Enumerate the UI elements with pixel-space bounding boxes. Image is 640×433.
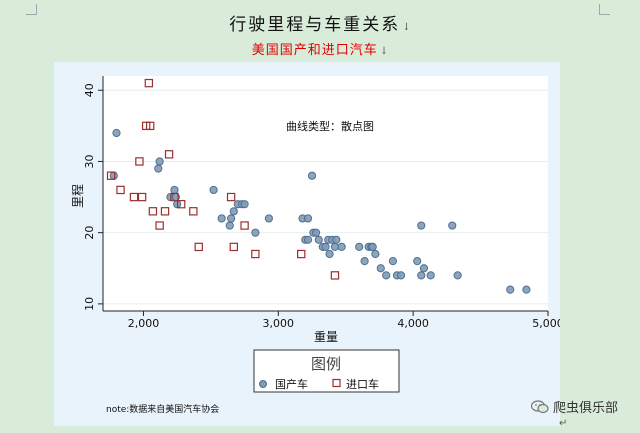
document-title: 行驶里程与车重关系 ↓ xyxy=(229,15,411,35)
data-point-imported xyxy=(229,242,239,252)
data-point-imported xyxy=(251,249,260,259)
data-point-domestic xyxy=(227,214,236,223)
wechat-icon xyxy=(530,399,549,414)
grid-lines xyxy=(103,89,548,305)
data-point-imported xyxy=(189,207,198,216)
paragraph-end-mark: ↵ xyxy=(559,418,568,429)
data-point-imported xyxy=(137,192,147,202)
paragraph-mark: ↓ xyxy=(379,46,389,57)
y-tick-label: 30 xyxy=(83,154,96,168)
data-point-domestic xyxy=(376,264,385,273)
data-point-domestic xyxy=(419,264,429,273)
y-tick-label: 40 xyxy=(83,83,96,97)
document-subtitle: 美国国产和进口汽车 ↓ xyxy=(251,43,389,58)
legend-label-imported: 进口车 xyxy=(346,377,379,391)
paragraph-mark: ↓ xyxy=(402,22,411,33)
legend-title: 图例 xyxy=(311,355,341,373)
x-tick-label: 3,000 xyxy=(263,317,295,330)
data-point-domestic xyxy=(314,235,323,244)
data-point-domestic xyxy=(155,157,164,166)
data-point-imported xyxy=(155,221,164,230)
data-point-domestic xyxy=(225,221,234,230)
data-point-domestic xyxy=(154,164,163,173)
data-point-domestic xyxy=(303,214,313,223)
data-point-domestic xyxy=(371,249,380,259)
data-point-domestic xyxy=(209,185,218,195)
data-point-imported xyxy=(116,185,125,195)
data-point-imported xyxy=(240,221,249,230)
legend-marker-imported xyxy=(332,378,341,388)
data-point-imported xyxy=(177,199,186,209)
data-point-domestic xyxy=(325,249,334,259)
x-tick-label: 2,000 xyxy=(128,317,160,330)
x-axis-label: 重量 xyxy=(314,330,338,344)
data-point-domestic xyxy=(355,242,364,252)
data-point-domestic xyxy=(360,257,369,266)
data-point-domestic xyxy=(112,128,121,138)
data-point-domestic xyxy=(303,235,313,244)
data-point-imported xyxy=(135,157,144,166)
axes: 10 20 30 40 2,000 3,000 4,000 5,000 xyxy=(83,76,560,330)
watermark: 爬虫俱乐部 xyxy=(530,397,618,416)
y-axis-label: 里程 xyxy=(70,184,85,208)
scatter-chart-frame[interactable]: 10 20 30 40 2,000 3,000 4,000 5,000 曲线类型：散点图 重量… xyxy=(54,62,560,426)
data-point-domestic xyxy=(388,257,398,266)
data-point-domestic xyxy=(229,207,238,216)
y-tick-label: 10 xyxy=(83,297,96,311)
data-point-imported xyxy=(148,207,158,216)
data-point-domestic xyxy=(396,271,406,280)
data-point-domestic xyxy=(330,242,340,252)
data-point-imported xyxy=(145,121,155,131)
data-point-domestic xyxy=(307,171,317,180)
data-point-imported xyxy=(164,150,174,159)
legend-label-domestic: 国产车 xyxy=(275,377,308,391)
x-tick-label: 4,000 xyxy=(397,317,429,330)
data-point-domestic xyxy=(251,228,260,237)
data-point-domestic xyxy=(453,271,462,280)
data-point-imported xyxy=(170,192,179,202)
data-point-domestic xyxy=(522,285,531,294)
data-point-domestic xyxy=(448,221,457,230)
data-points xyxy=(106,78,531,294)
data-point-domestic xyxy=(413,257,422,266)
data-point-domestic xyxy=(321,242,330,252)
data-point-imported xyxy=(160,207,170,216)
y-tick-label: 20 xyxy=(83,226,96,240)
data-point-domestic xyxy=(264,214,273,223)
data-point-domestic xyxy=(426,271,435,280)
scatter-chart: 10 20 30 40 2,000 3,000 4,000 5,000 曲线类型：散点图 重量… xyxy=(70,76,560,415)
data-point-domestic xyxy=(382,271,391,280)
page-corner-mark xyxy=(599,4,610,15)
data-point-domestic xyxy=(332,235,341,244)
data-point-domestic xyxy=(417,271,426,280)
x-tick-label: 5,000 xyxy=(532,317,560,330)
watermark-text: 爬虫俱乐部 xyxy=(552,401,618,416)
data-point-domestic xyxy=(368,242,377,252)
data-point-imported xyxy=(297,249,306,259)
data-point-imported xyxy=(194,242,203,252)
data-point-domestic xyxy=(337,242,346,252)
data-point-imported xyxy=(226,192,236,202)
data-point-imported xyxy=(144,78,154,88)
legend: 图例 国产车 进口车 xyxy=(253,349,400,393)
data-point-imported xyxy=(330,271,340,280)
data-point-domestic xyxy=(417,221,426,230)
chart-annotation: 曲线类型：散点图 xyxy=(286,119,374,133)
data-point-domestic xyxy=(217,214,226,223)
data-point-domestic xyxy=(506,285,515,294)
data-point-domestic xyxy=(170,185,179,195)
page-corner-mark xyxy=(26,4,37,15)
data-point-imported xyxy=(106,171,116,180)
data-point-imported xyxy=(129,192,139,202)
legend-marker-domestic xyxy=(259,380,267,388)
data-point-domestic xyxy=(240,200,249,209)
chart-note: note:数据来自美国汽车协会 xyxy=(106,403,219,415)
data-point-domestic xyxy=(311,228,321,237)
